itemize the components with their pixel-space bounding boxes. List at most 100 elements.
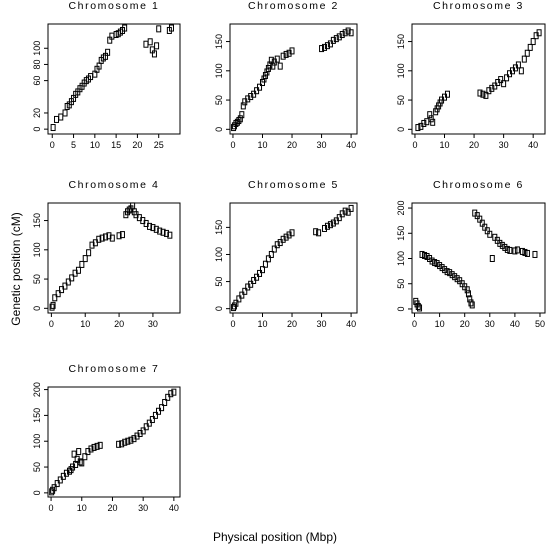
data-point	[464, 286, 470, 294]
data-point	[447, 269, 453, 277]
data-point	[262, 71, 268, 79]
data-point	[514, 246, 520, 254]
data-point	[159, 404, 165, 412]
data-point	[336, 33, 342, 41]
panel-title: Chromosome 4	[69, 179, 160, 191]
data-point	[264, 68, 270, 76]
data-point	[415, 302, 421, 310]
data-point	[289, 229, 295, 237]
data-point	[465, 290, 471, 298]
data-point	[99, 234, 105, 242]
x-tick-label: 20	[460, 319, 470, 329]
x-tick-label: 30	[317, 319, 327, 329]
data-point	[88, 445, 94, 453]
plot-frame	[47, 23, 181, 135]
data-point	[231, 122, 237, 130]
data-point	[96, 235, 102, 243]
data-point	[444, 268, 450, 276]
data-point	[150, 224, 156, 232]
data-point	[519, 247, 525, 255]
data-point	[483, 91, 489, 99]
data-point	[154, 42, 160, 50]
chromosome-panel: Chromosome 4 0 10 20 30 0 50 100 150	[32, 179, 181, 329]
data-point	[421, 119, 427, 127]
x-tick-label: 0	[412, 140, 417, 150]
data-point	[319, 45, 325, 53]
chromosome-panel: Chromosome 6 0 10 20 30 40 50 0 50 100 150 200	[396, 179, 546, 329]
x-tick-label: 30	[485, 319, 495, 329]
data-point	[330, 219, 336, 227]
data-point	[76, 448, 82, 456]
y-tick-label: 150	[32, 408, 42, 423]
data-point	[428, 115, 434, 123]
y-tick-label: 80	[32, 59, 42, 69]
data-point	[168, 24, 174, 32]
data-point	[524, 49, 530, 57]
x-tick-label: 20	[287, 140, 297, 150]
x-tick-label: 20	[287, 319, 297, 329]
data-point	[51, 484, 57, 492]
data-point	[62, 282, 68, 290]
x-tick-label: 20	[469, 140, 479, 150]
data-point	[439, 264, 445, 272]
data-point	[122, 24, 128, 32]
y-tick-label: 0	[214, 127, 224, 132]
data-point	[515, 61, 521, 69]
data-point	[259, 266, 265, 274]
data-point	[259, 79, 265, 87]
data-point	[336, 214, 342, 222]
y-tick-label: 50	[32, 462, 42, 472]
x-tick-label: 30	[317, 140, 327, 150]
data-point	[79, 260, 85, 268]
data-point	[477, 89, 483, 97]
data-point	[268, 250, 274, 258]
x-tick-label: 10	[257, 140, 267, 150]
data-point	[234, 118, 240, 126]
data-point	[527, 43, 533, 51]
data-point	[236, 117, 242, 125]
data-point	[71, 450, 77, 458]
y-tick-label: 60	[32, 76, 42, 86]
data-point	[257, 83, 263, 91]
data-point	[498, 76, 504, 84]
data-point	[454, 275, 460, 283]
x-tick-label: 40	[528, 140, 538, 150]
data-point	[119, 231, 125, 239]
y-tick-label: 0	[32, 127, 42, 132]
x-tick-label: 20	[107, 503, 117, 513]
plot-frame	[411, 202, 546, 314]
data-point	[116, 440, 122, 448]
x-tick-label: 0	[230, 140, 235, 150]
y-tick-label: 100	[214, 247, 224, 262]
data-point	[122, 438, 128, 446]
data-point	[504, 245, 510, 253]
data-point	[497, 239, 503, 247]
data-point	[147, 222, 153, 230]
data-point	[54, 115, 60, 123]
x-tick-label: 40	[169, 503, 179, 513]
data-point	[261, 75, 267, 83]
data-point	[254, 273, 260, 281]
data-point	[313, 228, 319, 236]
data-point	[429, 257, 435, 265]
data-point	[424, 252, 430, 260]
y-tick-label: 100	[32, 242, 42, 257]
data-point	[62, 109, 68, 117]
data-point	[171, 388, 177, 396]
data-point	[233, 299, 239, 307]
data-point	[477, 215, 483, 223]
y-tick-label: 50	[396, 95, 406, 105]
data-point	[524, 249, 530, 257]
data-point	[262, 260, 268, 268]
chromosome-panel: Chromosome 1 0 5 10 15 20 25 0 20 60 80 100	[32, 0, 181, 150]
data-point	[92, 239, 98, 247]
data-point	[480, 90, 486, 98]
data-point	[236, 295, 242, 303]
data-point	[58, 113, 64, 121]
data-point	[69, 274, 75, 282]
data-point	[487, 230, 493, 238]
x-tick-label: 0	[230, 319, 235, 329]
panel-title: Chromosome 1	[69, 0, 160, 12]
x-tick-label: 20	[132, 140, 142, 150]
data-point	[65, 278, 71, 286]
